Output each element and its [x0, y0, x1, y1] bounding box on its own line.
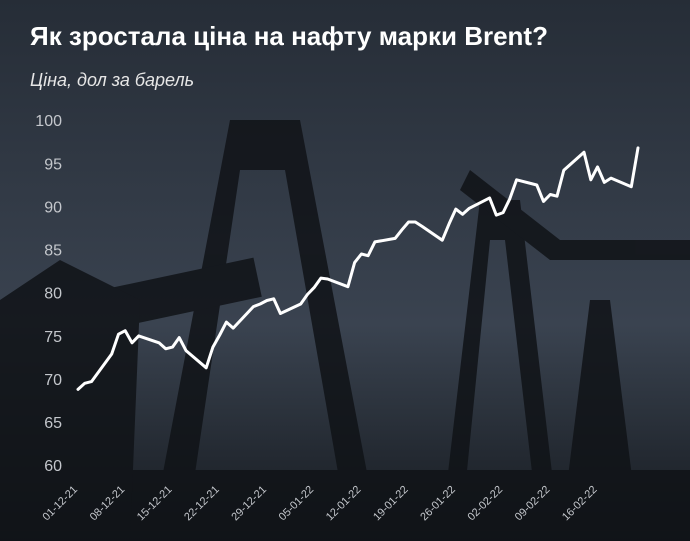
chart-subtitle: Ціна, дол за барель	[30, 70, 194, 90]
y-tick-label: 90	[44, 199, 62, 216]
y-tick-label: 75	[44, 329, 62, 346]
y-tick-label: 85	[44, 243, 62, 260]
y-tick-label: 70	[44, 372, 62, 389]
y-tick-label: 60	[44, 458, 62, 475]
pumpjack-silhouettes	[0, 120, 690, 541]
data-line	[76, 146, 640, 391]
chart-title: Як зростала ціна на нафту марки Brent?	[30, 21, 548, 51]
y-tick-label: 95	[44, 156, 62, 173]
y-tick-label: 80	[44, 286, 62, 303]
y-tick-label: 65	[44, 415, 62, 432]
y-tick-label: 100	[35, 113, 62, 130]
